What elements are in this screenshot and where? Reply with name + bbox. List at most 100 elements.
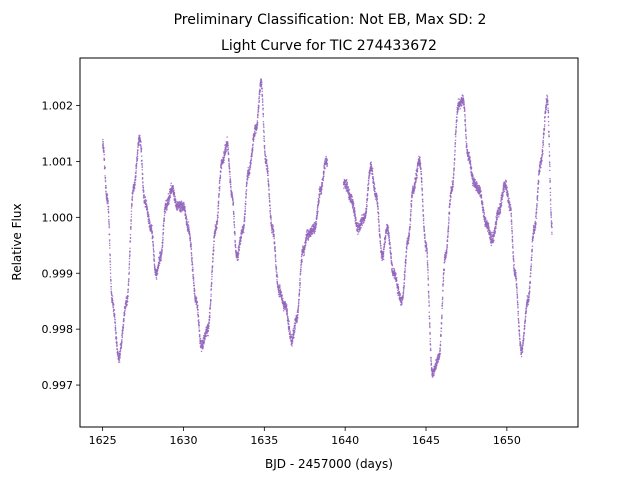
data-point xyxy=(303,248,306,251)
data-point xyxy=(403,282,406,284)
data-point xyxy=(362,221,365,224)
data-point xyxy=(130,216,133,218)
data-point xyxy=(159,250,161,253)
data-point xyxy=(480,194,483,197)
data-point xyxy=(464,116,466,118)
data-point xyxy=(113,315,116,318)
data-point xyxy=(310,235,312,238)
data-point xyxy=(197,304,199,307)
data-point xyxy=(390,255,392,257)
data-point xyxy=(146,207,148,209)
data-point xyxy=(461,104,463,106)
data-point xyxy=(162,238,164,240)
data-point xyxy=(192,276,195,279)
data-point xyxy=(430,349,432,351)
data-point xyxy=(404,269,406,271)
data-point xyxy=(320,191,322,193)
data-point xyxy=(137,146,139,148)
data-point xyxy=(411,195,413,197)
data-point xyxy=(231,194,234,196)
data-point xyxy=(144,196,147,199)
data-point xyxy=(168,199,171,201)
data-point xyxy=(403,277,406,279)
data-point xyxy=(366,194,369,197)
data-point xyxy=(261,98,264,100)
data-point xyxy=(366,205,368,207)
data-point xyxy=(135,162,138,165)
data-point xyxy=(410,210,412,212)
data-point xyxy=(217,204,220,207)
data-point xyxy=(391,264,394,267)
data-point xyxy=(191,257,193,259)
data-point xyxy=(428,300,430,302)
data-point xyxy=(298,302,300,304)
data-point xyxy=(379,243,382,245)
data-point xyxy=(217,200,220,203)
data-point xyxy=(468,151,471,154)
data-point xyxy=(453,159,456,161)
data-point xyxy=(452,185,454,187)
data-point xyxy=(286,312,289,315)
data-point xyxy=(287,317,289,320)
data-point xyxy=(263,145,266,148)
data-point xyxy=(147,212,150,214)
data-point xyxy=(391,269,394,272)
data-point xyxy=(238,249,241,251)
data-point xyxy=(196,301,199,303)
data-point xyxy=(209,302,212,304)
data-point xyxy=(245,203,247,206)
data-point xyxy=(457,108,460,111)
data-point xyxy=(405,250,408,253)
data-point xyxy=(207,327,210,330)
data-point xyxy=(365,203,368,206)
data-point xyxy=(441,301,444,303)
data-point xyxy=(252,140,255,143)
data-point xyxy=(151,233,153,235)
data-point xyxy=(267,170,269,172)
data-point xyxy=(454,134,457,136)
data-point xyxy=(368,174,371,176)
data-point xyxy=(375,192,378,194)
data-point xyxy=(109,272,112,274)
data-point xyxy=(321,184,324,187)
data-point xyxy=(151,231,154,233)
data-point xyxy=(183,201,185,204)
data-point xyxy=(103,153,105,156)
data-point xyxy=(469,158,471,161)
data-point xyxy=(286,314,289,316)
data-point xyxy=(435,367,438,369)
data-point xyxy=(416,166,418,168)
data-point xyxy=(317,204,320,206)
data-point xyxy=(121,338,123,341)
data-point xyxy=(202,345,204,348)
data-point xyxy=(198,324,201,326)
data-point xyxy=(118,358,120,360)
data-point xyxy=(227,152,230,154)
data-point xyxy=(468,154,470,157)
data-point xyxy=(377,206,379,208)
data-point xyxy=(114,324,117,327)
data-point xyxy=(210,284,213,286)
data-point xyxy=(278,291,280,294)
data-point xyxy=(109,266,112,269)
data-point xyxy=(454,154,456,156)
data-point xyxy=(390,261,393,263)
data-point xyxy=(109,253,111,256)
data-point xyxy=(122,329,124,332)
data-point xyxy=(214,231,217,233)
data-point xyxy=(211,268,214,270)
data-point xyxy=(257,108,260,111)
data-point xyxy=(469,159,472,162)
data-point xyxy=(474,178,477,181)
data-point xyxy=(442,280,444,283)
data-point xyxy=(269,207,272,210)
data-point xyxy=(268,188,270,190)
data-point xyxy=(387,229,389,232)
data-point xyxy=(139,138,142,140)
data-point xyxy=(134,183,136,185)
data-point xyxy=(109,254,111,257)
data-point xyxy=(352,202,355,204)
data-point xyxy=(294,322,297,325)
data-point xyxy=(352,198,354,201)
data-point xyxy=(105,191,107,193)
